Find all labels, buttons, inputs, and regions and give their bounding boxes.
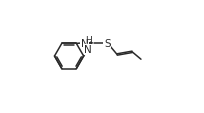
Text: S: S xyxy=(104,38,111,48)
Text: N: N xyxy=(81,38,89,48)
Text: H: H xyxy=(85,35,92,44)
Text: N: N xyxy=(84,45,92,55)
